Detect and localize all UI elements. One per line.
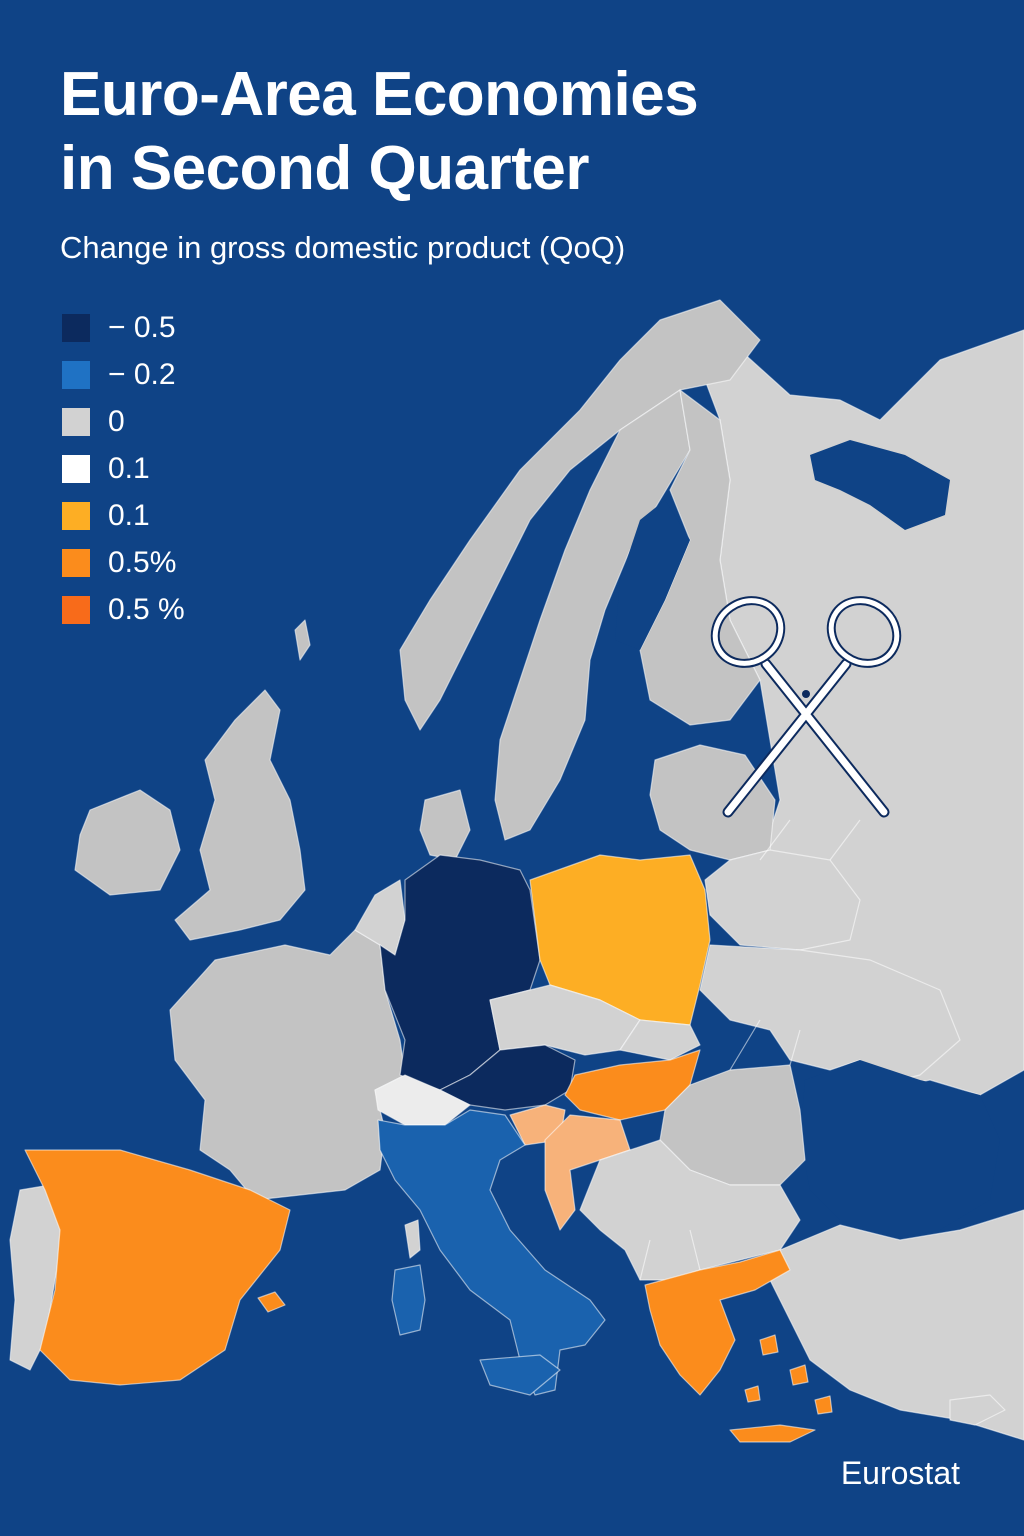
map-subtitle: Change in gross domestic product (QoQ) xyxy=(60,230,626,265)
border-lines xyxy=(639,819,861,1281)
white-sea xyxy=(810,440,950,530)
slovakia xyxy=(619,1019,701,1061)
crete xyxy=(729,1424,816,1443)
greek-island-1 xyxy=(759,1334,779,1356)
legend-label: 0.1 xyxy=(108,499,150,532)
great-britain xyxy=(174,689,306,941)
sweden xyxy=(494,389,691,841)
greek-island-2 xyxy=(789,1364,809,1386)
black-sea xyxy=(800,1060,1000,1240)
greece xyxy=(644,1249,791,1396)
legend-swatch xyxy=(62,314,90,342)
source-credit: Eurostat xyxy=(840,1455,960,1491)
legend-label: 0.5 % xyxy=(108,593,185,626)
legend-swatch xyxy=(62,408,90,436)
legend-label: 0.1 xyxy=(108,452,150,485)
map-title: Euro-Area Economies in Second Quarter xyxy=(60,58,699,206)
belarus xyxy=(704,849,861,951)
legend-swatch xyxy=(62,502,90,530)
legend-label: − 0.5 xyxy=(108,311,176,344)
croatia xyxy=(544,1114,631,1231)
greek-island-4 xyxy=(814,1395,833,1415)
scissors-icon xyxy=(710,596,902,818)
finland xyxy=(639,389,761,726)
legend-swatch xyxy=(62,361,90,389)
legend-swatch xyxy=(62,549,90,577)
sardinia xyxy=(391,1264,426,1336)
legend-label: 0.5% xyxy=(108,546,177,579)
legend-label: − 0.2 xyxy=(108,358,176,391)
shetland xyxy=(294,619,311,661)
legend-label: 0 xyxy=(108,405,125,438)
balkans xyxy=(579,1139,801,1281)
balearic-islands xyxy=(257,1291,286,1313)
title-line-2: in Second Quarter xyxy=(60,134,589,203)
legend-swatch xyxy=(62,455,90,483)
corsica xyxy=(404,1219,421,1259)
switzerland xyxy=(374,1074,471,1126)
title-line-1: Euro-Area Economies xyxy=(60,60,699,129)
italy xyxy=(377,1109,606,1396)
spain xyxy=(24,1149,291,1386)
cyprus xyxy=(949,1394,1006,1426)
austria xyxy=(439,1044,576,1111)
legend-swatch xyxy=(62,596,90,624)
gulf-of-bothnia xyxy=(615,500,690,650)
sicily xyxy=(479,1354,561,1396)
ireland xyxy=(74,789,181,896)
norway xyxy=(399,299,761,731)
greek-island-3 xyxy=(744,1385,761,1403)
